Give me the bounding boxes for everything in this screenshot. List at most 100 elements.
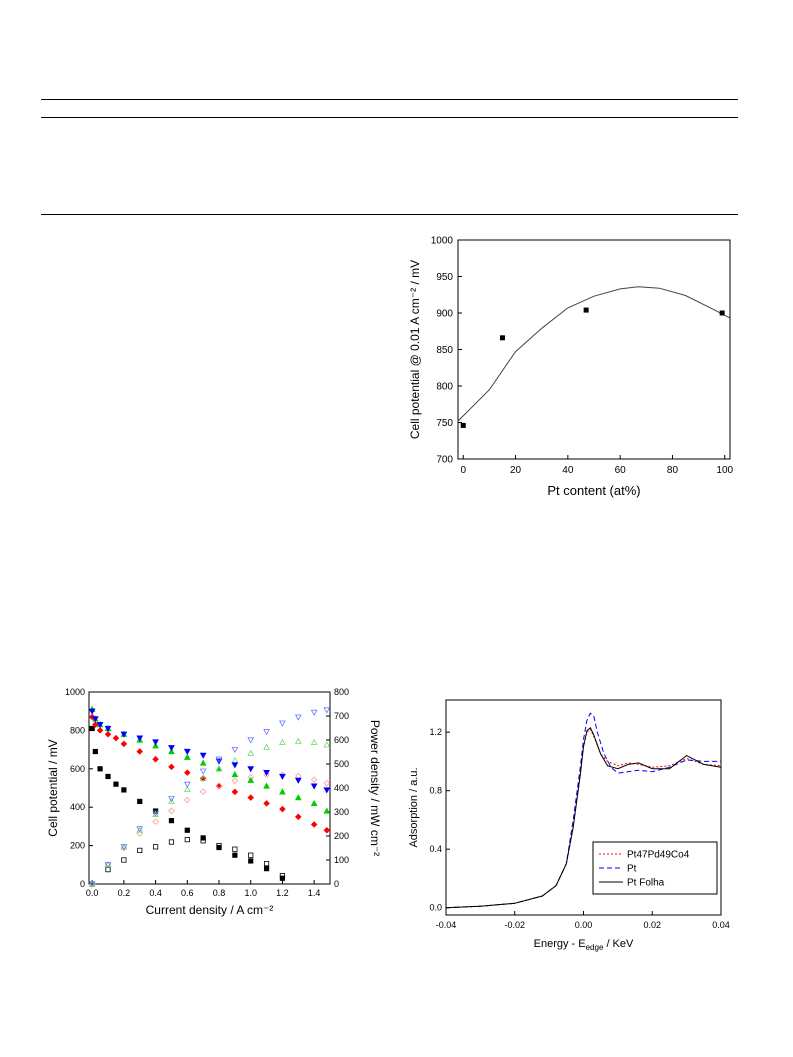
series-3-point (215, 782, 223, 789)
series-0-point (92, 748, 98, 755)
series-2-point (199, 775, 207, 782)
data-point (499, 335, 505, 341)
series-4-point (279, 788, 286, 795)
series-3-point (168, 807, 175, 815)
series-4-point (183, 753, 191, 760)
series-3-point (199, 788, 207, 795)
series-6-point (152, 739, 159, 746)
series-1-point (200, 838, 206, 844)
x-tick-label: 0.0 (86, 888, 99, 898)
series-0-point (97, 766, 103, 772)
series-6-point (168, 745, 175, 752)
series-0-point (184, 827, 190, 833)
series-1-point (248, 852, 254, 858)
series-2-point (96, 727, 104, 734)
series-1-point (216, 842, 222, 849)
series-1-point (152, 844, 159, 850)
y2-tick-label: 300 (334, 807, 349, 817)
series-5-point (263, 743, 270, 750)
x-tick-label: 1.2 (276, 888, 289, 898)
x-tick-label: 80 (667, 465, 679, 476)
x-tick-label: -0.04 (436, 920, 457, 930)
x-axis-label: Pt content (at%) (547, 483, 640, 498)
x-tick-label: 60 (615, 465, 627, 476)
series-4-point (294, 794, 302, 801)
legend-label: Pt (627, 864, 637, 875)
series-2-point (247, 794, 254, 801)
x-tick-label: 0.4 (149, 888, 162, 898)
series-4-point (168, 747, 175, 755)
x-axis-label: Energy - Eedge / KeV (534, 938, 634, 952)
y-tick-label: 1000 (431, 236, 454, 247)
series-0-point (89, 725, 95, 732)
x-tick-label: -0.02 (504, 920, 525, 930)
x-axis-label: Current density / A cm⁻² (146, 903, 274, 917)
figure-cell-potential-vs-pt: 0 20 40 60 80 100 700 750 800 850 900 950 1000 Pt con… (403, 225, 743, 515)
series-7-point (263, 729, 270, 736)
series-0-point (279, 875, 286, 881)
series-4-point (323, 807, 331, 814)
table-top-rule (41, 99, 738, 100)
y-axis-label: Adsorption / a.u. (408, 767, 420, 847)
y-tick-label: 1000 (65, 687, 85, 697)
chart-polarization-power: 0.0 0.2 0.4 0.6 0.8 1.0 1.2 1.4 0 200 400 600 800 100… (46, 687, 382, 917)
series-0-point (121, 787, 127, 793)
series-1-point (279, 872, 286, 879)
series-6-point (323, 787, 331, 794)
series-6-point (247, 766, 255, 773)
series-7-point (120, 844, 128, 851)
y-tick-label: 800 (70, 725, 85, 735)
table-bottom-rule (41, 214, 738, 215)
series-6-point (104, 725, 112, 733)
series-6-point (279, 773, 286, 781)
y-tick-label: 800 (436, 382, 453, 393)
series-3-point (152, 818, 159, 825)
y-tick-label: 950 (436, 272, 453, 283)
series-3-point (263, 771, 270, 779)
x-tick-label: 0.00 (575, 920, 593, 930)
y2-tick-label: 800 (334, 687, 349, 697)
series-4-point (263, 782, 270, 789)
x-tick-label: 20 (510, 465, 522, 476)
y2-tick-label: 100 (334, 855, 349, 865)
series-6-point (88, 708, 96, 715)
series-7-point (279, 720, 286, 727)
y-tick-label: 200 (70, 841, 85, 851)
series-6-point (96, 722, 104, 729)
chart-cell-potential-vs-pt: 0 20 40 60 80 100 700 750 800 850 900 950 1000 Pt con… (408, 236, 734, 499)
x-tick-label: 1.4 (308, 888, 321, 898)
series-7-point (231, 747, 239, 754)
series-6-point (120, 731, 128, 738)
figure-polarization-curves: 0.0 0.2 0.4 0.6 0.8 1.0 1.2 1.4 0 200 400 600 800 100… (45, 680, 385, 930)
series-0-point (168, 818, 175, 824)
series-1-point (137, 847, 143, 853)
series-6-point (310, 783, 318, 790)
series-4-point (231, 771, 239, 778)
y2-tick-label: 700 (334, 711, 349, 721)
series-5-point (168, 797, 175, 804)
table-header-rule (41, 117, 738, 118)
series-7-point (323, 707, 331, 714)
series-2-point (120, 740, 128, 748)
y-tick-label: 1.2 (429, 727, 442, 737)
y2-tick-label: 400 (334, 783, 349, 793)
series-2-point (231, 788, 239, 796)
series-1-point (184, 836, 190, 843)
series-6-point (294, 777, 302, 784)
series-4-point (152, 742, 159, 749)
series-5-point (279, 738, 286, 745)
series-2-point (112, 734, 120, 742)
legend-box (592, 841, 718, 895)
series-3-point (231, 777, 239, 785)
y2-tick-label: 600 (334, 735, 349, 745)
series-6-point (231, 762, 239, 769)
series-4-point (310, 799, 318, 806)
y2-tick-label: 0 (334, 879, 339, 889)
series-5-point (247, 749, 255, 756)
series-3-point (310, 776, 318, 783)
y2-tick-label: 200 (334, 831, 349, 841)
y-axis-label: Cell potential @ 0.01 A cm⁻² / mV (408, 260, 422, 439)
series-line-2 (445, 727, 722, 909)
y-tick-label: 0.0 (429, 903, 442, 913)
series-0-point (263, 866, 270, 872)
